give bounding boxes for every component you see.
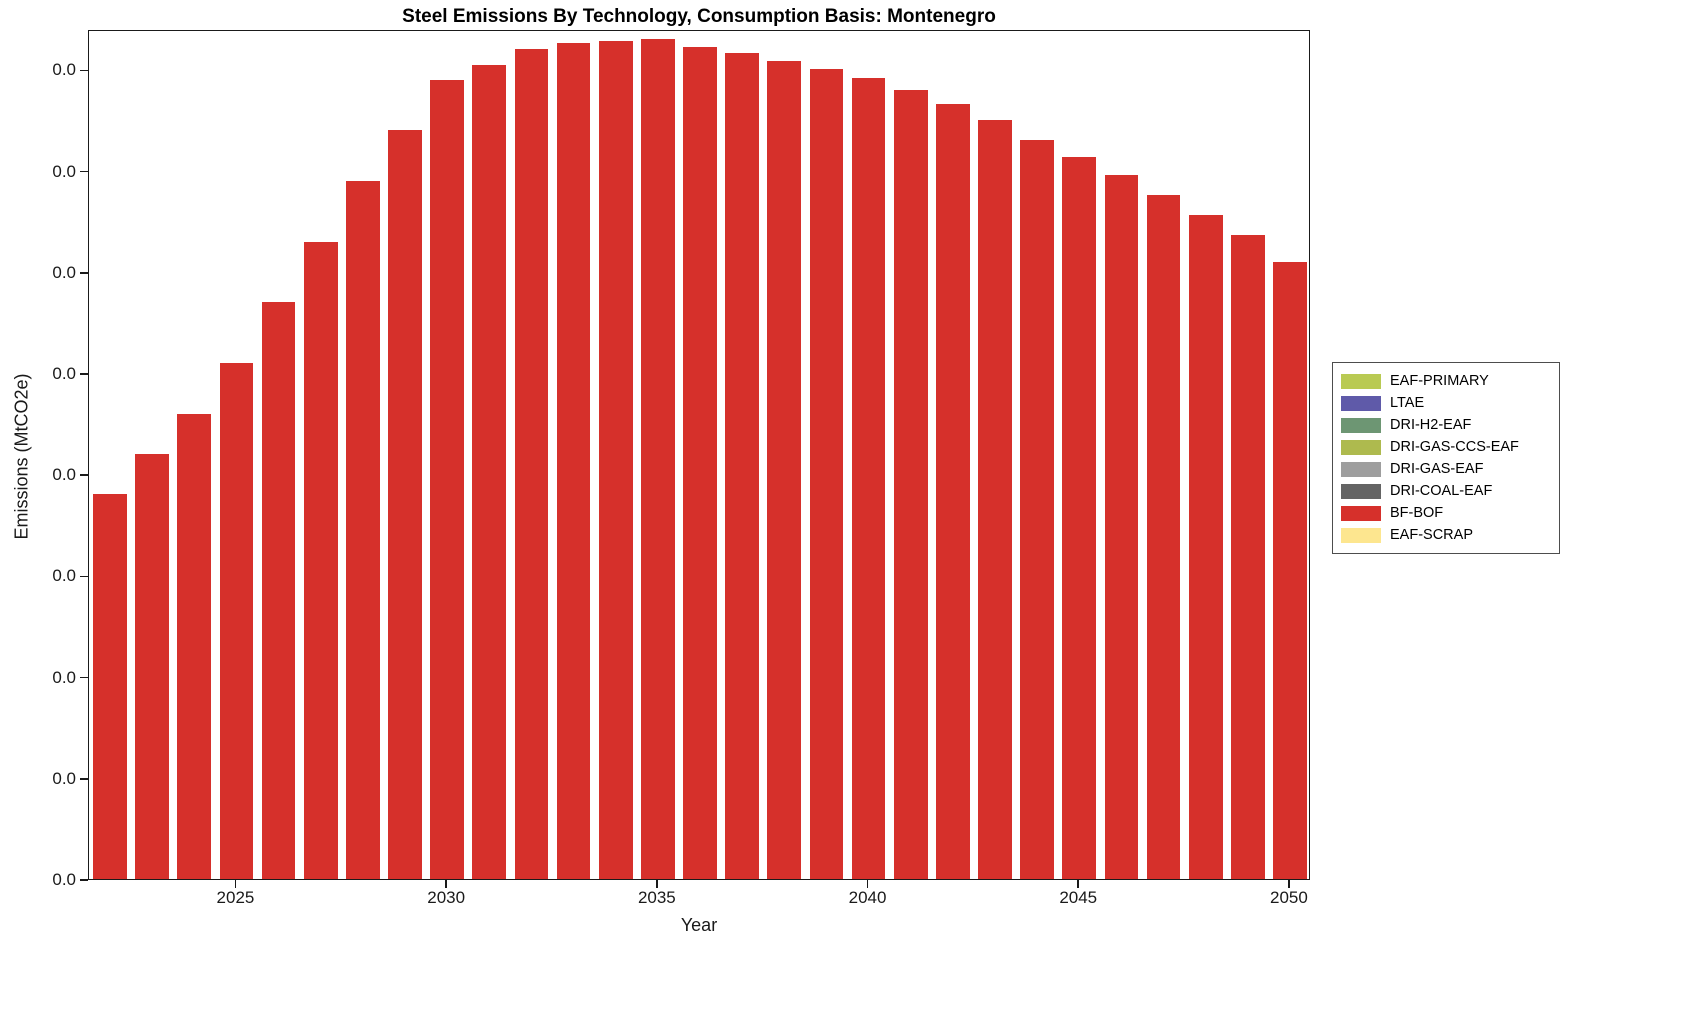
bar-2046	[1104, 174, 1139, 879]
x-tick-label: 2035	[637, 888, 676, 907]
bar-2032	[514, 49, 549, 879]
legend-item: EAF-SCRAP	[1341, 524, 1551, 546]
bar-2041	[893, 89, 928, 879]
y-tick-mark	[80, 778, 88, 780]
bar-2037	[725, 53, 759, 879]
legend-swatch	[1341, 439, 1381, 455]
y-tick-label: 0.0	[52, 364, 76, 384]
legend-swatch	[1341, 527, 1381, 543]
x-tick-mark	[1077, 880, 1080, 888]
y-tick-label: 0.0	[52, 566, 76, 586]
legend-label: EAF-SCRAP	[1390, 527, 1473, 543]
y-tick-mark	[80, 69, 88, 72]
bar-2038	[767, 61, 802, 879]
legend-label: DRI-GAS-EAF	[1390, 461, 1484, 477]
bar-2042	[935, 103, 970, 879]
plot-area	[88, 30, 1310, 880]
y-tick-label: 0.0	[52, 60, 76, 80]
legend-item: LTAE	[1341, 392, 1551, 414]
x-tick-label: 2045	[1059, 888, 1098, 907]
bar-2035	[641, 39, 675, 879]
legend-label: DRI-H2-EAF	[1390, 417, 1472, 433]
legend-swatch	[1341, 417, 1381, 433]
x-tick-mark	[445, 880, 447, 888]
y-tick-label: 0.0	[52, 161, 76, 181]
bar-2026	[261, 302, 296, 879]
legend-item: DRI-GAS-EAF	[1341, 458, 1551, 480]
y-tick-label: 0.0	[52, 262, 76, 282]
y-tick-mark	[80, 272, 88, 274]
legend-label: DRI-COAL-EAF	[1390, 483, 1493, 499]
bar-2036	[683, 47, 717, 879]
bar-2047	[1146, 194, 1181, 879]
bar-2025	[219, 362, 254, 879]
bar-2040	[851, 77, 886, 879]
x-tick-mark	[1288, 880, 1290, 888]
x-tick-mark	[656, 880, 658, 888]
legend-item: DRI-COAL-EAF	[1341, 480, 1551, 502]
bar-2028	[346, 180, 380, 879]
legend-label: BF-BOF	[1390, 505, 1444, 521]
x-tick-label: 2030	[427, 888, 466, 907]
legend-item: DRI-GAS-CCS-EAF	[1341, 436, 1551, 458]
x-tick-label: 2040	[848, 888, 887, 907]
x-axis-label: Year	[680, 915, 718, 935]
y-tick-label: 0.0	[52, 870, 76, 889]
bar-2022	[93, 494, 127, 879]
y-tick-label: 0.0	[52, 768, 76, 788]
legend-item: DRI-H2-EAF	[1341, 414, 1551, 436]
bar-2034	[598, 41, 633, 879]
y-tick-mark	[80, 879, 88, 881]
legend-item: EAF-PRIMARY	[1341, 370, 1551, 392]
legend-swatch	[1341, 505, 1381, 521]
bar-2050	[1273, 261, 1307, 879]
bar-2043	[978, 120, 1012, 879]
legend-swatch	[1341, 395, 1381, 411]
bar-2030	[430, 79, 465, 879]
bar-2031	[472, 65, 507, 879]
x-tick-mark	[234, 880, 237, 888]
y-tick-mark	[80, 170, 88, 173]
y-tick-mark	[80, 474, 88, 477]
bar-2027	[303, 241, 338, 879]
bar-2023	[135, 454, 170, 879]
bar-2039	[809, 69, 844, 879]
y-tick-label: 0.0	[52, 465, 76, 485]
y-tick-mark	[80, 575, 88, 578]
legend-box: EAF-PRIMARY LTAE DRI-H2-EAF DRI-GAS-CCS-EAF…	[1332, 362, 1560, 554]
legend-item: BF-BOF	[1341, 502, 1551, 524]
legend-swatch	[1341, 483, 1381, 499]
bar-2048	[1188, 215, 1223, 879]
bar-2044	[1020, 140, 1054, 879]
bar-2045	[1062, 156, 1097, 879]
chart-title: Steel Emissions By Technology, Consumpti…	[402, 6, 996, 27]
x-tick-mark	[866, 880, 869, 888]
y-tick-label: 0.0	[52, 667, 76, 687]
x-tick-label: 2025	[216, 888, 255, 907]
bar-2033	[556, 43, 591, 879]
legend-label: DRI-GAS-CCS-EAF	[1390, 439, 1519, 455]
x-tick-label: 2050	[1270, 888, 1308, 907]
y-tick-mark	[80, 373, 88, 375]
legend-label: EAF-PRIMARY	[1390, 373, 1489, 389]
bar-2029	[388, 130, 422, 879]
y-axis-label: Emissions (MtCO2e)	[11, 373, 32, 540]
legend-swatch	[1341, 373, 1381, 389]
legend-label: LTAE	[1390, 395, 1425, 411]
bar-2049	[1230, 235, 1265, 879]
y-tick-mark	[80, 676, 88, 679]
legend-swatch	[1341, 461, 1381, 477]
bar-2024	[177, 413, 212, 879]
